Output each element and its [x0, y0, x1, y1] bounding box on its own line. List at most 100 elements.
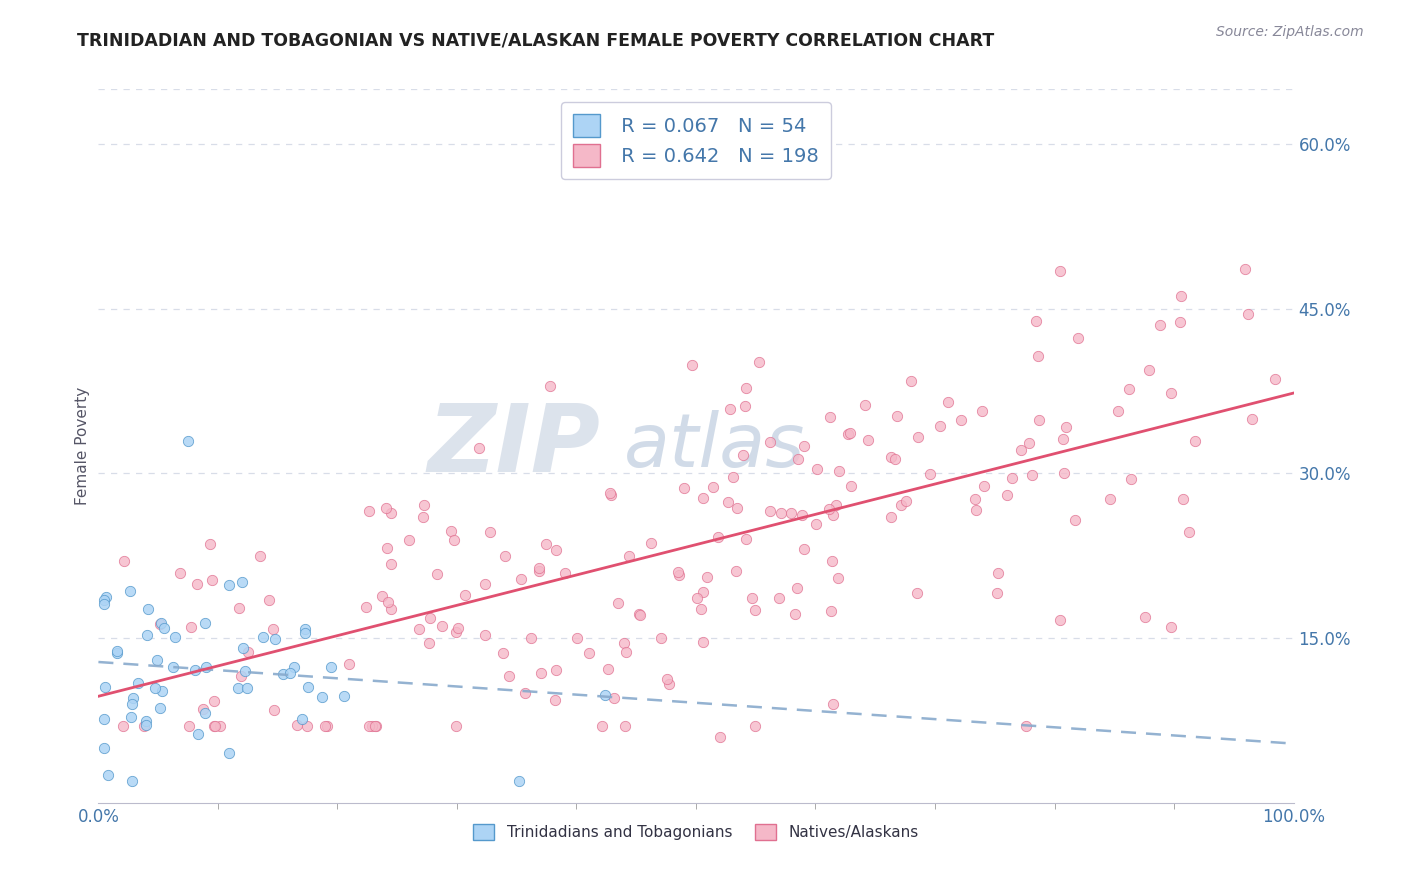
Point	[366, 719, 388, 733]
Point	[198, 537, 221, 551]
Point	[332, 689, 354, 703]
Point	[578, 646, 600, 660]
Point	[965, 503, 987, 517]
Point	[426, 566, 449, 581]
Point	[297, 680, 319, 694]
Point	[494, 549, 516, 564]
Point	[1021, 468, 1043, 483]
Point	[1049, 263, 1071, 277]
Point	[696, 569, 718, 583]
Point	[105, 644, 128, 658]
Point	[1171, 491, 1194, 506]
Point	[194, 615, 217, 630]
Point	[804, 517, 827, 532]
Point	[900, 374, 922, 388]
Point	[135, 718, 157, 732]
Legend: Trinidadians and Tobagonians, Natives/Alaskans: Trinidadians and Tobagonians, Natives/Al…	[467, 818, 925, 847]
Point	[377, 595, 399, 609]
Point	[655, 672, 678, 686]
Point	[432, 618, 454, 632]
Point	[1107, 404, 1129, 418]
Point	[380, 602, 402, 616]
Point	[454, 588, 477, 602]
Point	[238, 645, 260, 659]
Point	[554, 566, 576, 580]
Point	[136, 628, 159, 642]
Point	[177, 719, 200, 733]
Point	[112, 719, 135, 733]
Point	[204, 719, 226, 733]
Point	[118, 583, 141, 598]
Point	[890, 499, 912, 513]
Point	[599, 486, 621, 500]
Point	[120, 710, 142, 724]
Point	[786, 581, 808, 595]
Point	[668, 568, 690, 582]
Point	[879, 510, 901, 524]
Point	[818, 502, 841, 516]
Point	[1052, 432, 1074, 446]
Point	[319, 660, 342, 674]
Point	[856, 434, 879, 448]
Point	[229, 669, 252, 683]
Point	[1160, 620, 1182, 634]
Point	[880, 450, 903, 465]
Point	[837, 427, 859, 442]
Point	[1018, 436, 1040, 450]
Point	[905, 585, 928, 599]
Point	[1137, 362, 1160, 376]
Point	[412, 509, 434, 524]
Point	[823, 508, 845, 522]
Point	[510, 572, 533, 586]
Point	[565, 631, 588, 645]
Point	[770, 506, 793, 520]
Point	[853, 397, 876, 411]
Point	[995, 488, 1018, 502]
Point	[783, 607, 806, 621]
Point	[252, 630, 274, 644]
Point	[741, 591, 763, 606]
Point	[613, 636, 636, 650]
Point	[606, 596, 628, 610]
Point	[692, 635, 714, 649]
Point	[143, 681, 166, 695]
Point	[209, 719, 232, 733]
Point	[1010, 442, 1032, 457]
Point	[121, 698, 143, 712]
Point	[228, 600, 250, 615]
Point	[443, 533, 465, 547]
Point	[498, 669, 520, 683]
Point	[779, 507, 801, 521]
Point	[907, 430, 929, 444]
Point	[598, 662, 620, 676]
Point	[747, 355, 769, 369]
Point	[96, 590, 118, 604]
Point	[734, 532, 756, 546]
Point	[361, 719, 384, 733]
Point	[398, 533, 420, 548]
Point	[294, 625, 316, 640]
Point	[787, 452, 810, 467]
Point	[929, 418, 952, 433]
Y-axis label: Female Poverty: Female Poverty	[75, 387, 90, 505]
Point	[883, 451, 905, 466]
Point	[827, 571, 849, 585]
Point	[236, 681, 259, 695]
Point	[1160, 385, 1182, 400]
Point	[218, 577, 240, 591]
Point	[1149, 318, 1171, 332]
Point	[180, 619, 202, 633]
Point	[105, 646, 128, 660]
Point	[374, 500, 396, 515]
Point	[508, 773, 530, 788]
Point	[706, 530, 728, 544]
Point	[263, 703, 285, 717]
Point	[163, 630, 186, 644]
Point	[768, 591, 790, 605]
Point	[692, 491, 714, 505]
Point	[790, 508, 813, 523]
Point	[546, 663, 568, 677]
Point	[121, 773, 143, 788]
Point	[725, 500, 748, 515]
Point	[1067, 331, 1090, 345]
